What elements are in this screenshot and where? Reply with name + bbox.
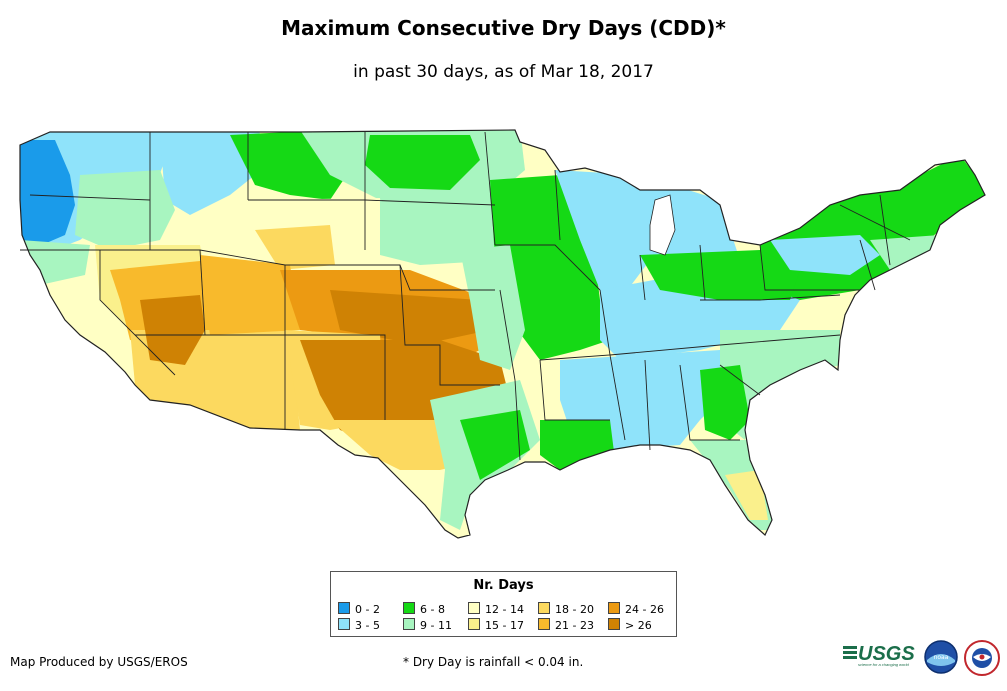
zone-newyork-3-5 [770,235,880,275]
zone-utah-21-23 [200,255,300,335]
legend-swatch [538,618,550,630]
legend-swatch [338,618,350,630]
svg-text:noaa: noaa [934,654,949,661]
legend-item: 15 - 17 [468,618,524,632]
map-title: Maximum Consecutive Dry Days (CDD)* [281,16,726,40]
usgs-logo: USGS science for a changing world [843,643,915,667]
legend-label: > 26 [625,619,652,632]
noaa-logo: noaa [924,640,958,674]
zone-texas-east-6-8 [460,410,530,480]
legend-swatch [403,618,415,630]
legend-item: 12 - 14 [468,602,524,616]
legend-label: 24 - 26 [625,603,664,616]
lake-michigan [649,194,676,256]
svg-text:USGS: USGS [858,643,915,665]
legend-swatch [608,618,620,630]
legend-swatch [468,602,480,614]
legend-item: 24 - 26 [608,602,664,616]
legend-item: 9 - 11 [403,618,452,632]
legend-label: 9 - 11 [420,619,452,632]
zone-colorado-north-18-20 [255,225,335,270]
legend-item: 18 - 20 [538,602,594,616]
svg-text:science for a changing world: science for a changing world [858,662,909,667]
cdd-zones [20,130,985,538]
legend-title: Nr. Days [473,578,534,593]
usgs-wave-icon [843,646,857,659]
zone-montana-3-5 [160,130,260,215]
credit-text: Map Produced by USGS/EROS [10,655,188,669]
legend-swatch [468,618,480,630]
state-boundaries [20,131,911,461]
legend-item: > 26 [608,618,652,632]
zone-louisiana-6-8 [540,420,615,470]
zone-carolinas-9-11 [720,330,840,440]
zone-plains-east-9-11 [460,245,525,370]
legend-item: 3 - 5 [338,618,380,632]
legend-swatch [608,602,620,614]
zone-sw-nevada-over-26 [140,295,205,365]
nws-logo [964,640,1000,676]
zone-idaho-9-11 [75,170,175,250]
zone-dakota-6-8 [365,135,480,190]
legend-label: 15 - 17 [485,619,524,632]
legend-label: 6 - 8 [420,603,445,616]
zone-kansas-over-26 [330,290,490,345]
zone-midatlantic-6-8 [640,250,800,300]
legend-item: 21 - 23 [538,618,594,632]
legend-label: 21 - 23 [555,619,594,632]
legend-label: 3 - 5 [355,619,380,632]
map-subtitle: in past 30 days, as of Mar 18, 2017 [353,62,654,82]
legend-label: 12 - 14 [485,603,524,616]
legend-swatch [538,602,550,614]
zone-florida-15-17 [725,470,768,520]
legend-item: 6 - 8 [403,602,445,616]
legend-item: 0 - 2 [338,602,380,616]
legend: Nr. Days 0 - 2 3 - 5 6 - 8 9 - 11 12 - 14 15 … [330,571,677,637]
legend-swatch [403,602,415,614]
legend-label: 0 - 2 [355,603,380,616]
legend-label: 18 - 20 [555,603,594,616]
footnote: * Dry Day is rainfall < 0.04 in. [403,655,584,669]
legend-swatch [338,602,350,614]
zone-georgia-6-8 [700,365,750,440]
